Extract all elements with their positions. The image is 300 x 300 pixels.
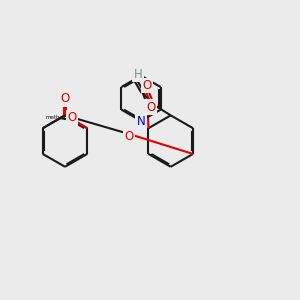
Text: N: N [136, 115, 146, 128]
Text: O: O [60, 92, 70, 105]
Text: O: O [60, 92, 70, 105]
Text: methoxy: methoxy [46, 115, 70, 120]
Text: O: O [68, 112, 77, 124]
Text: H: H [134, 68, 142, 81]
Text: O: O [142, 79, 151, 92]
Text: O: O [124, 130, 134, 143]
Text: O: O [142, 79, 151, 92]
Text: O: O [68, 112, 77, 124]
Text: N: N [136, 115, 146, 128]
Text: O: O [146, 101, 155, 114]
Text: H: H [134, 69, 142, 80]
Text: O: O [124, 130, 134, 143]
Text: O: O [146, 101, 155, 114]
